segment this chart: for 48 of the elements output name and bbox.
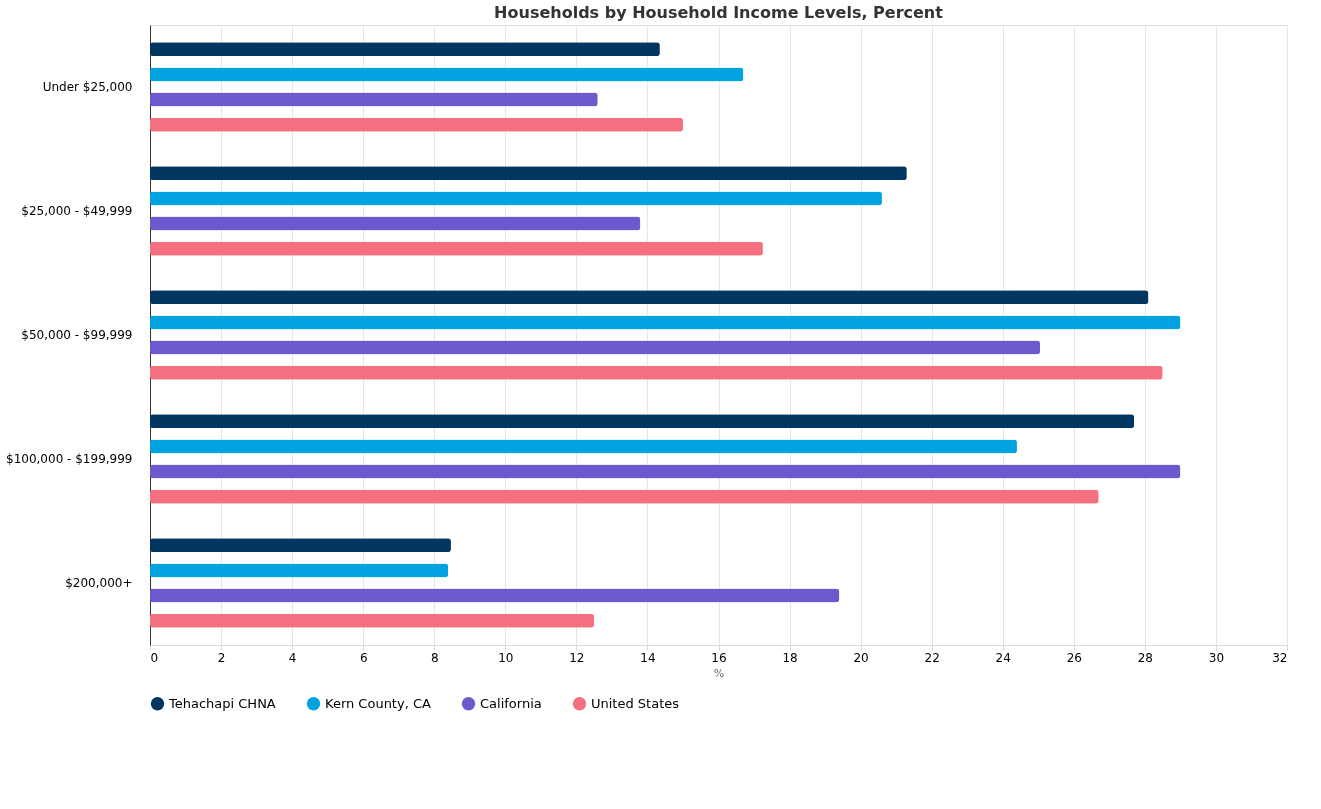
bar bbox=[150, 538, 451, 553]
bar bbox=[150, 439, 1017, 454]
y-tick-label: $100,000 - $199,999 bbox=[6, 452, 133, 466]
x-tick-label: 20 bbox=[853, 650, 869, 665]
bar bbox=[150, 216, 641, 231]
legend-label: United States bbox=[591, 695, 680, 711]
x-axis-title: % bbox=[713, 666, 725, 680]
bar bbox=[150, 563, 449, 578]
x-tick-label: 22 bbox=[924, 650, 940, 665]
x-tick-label: 12 bbox=[569, 650, 585, 665]
legend-label: Tehachapi CHNA bbox=[168, 695, 276, 711]
x-tick-label: 32 bbox=[1272, 650, 1288, 665]
bar bbox=[150, 191, 882, 206]
bar bbox=[150, 92, 598, 107]
x-tick-label: 14 bbox=[640, 650, 656, 665]
bar bbox=[150, 489, 1099, 504]
bar bbox=[150, 464, 1181, 479]
x-tick-label: 8 bbox=[430, 650, 439, 665]
bar bbox=[150, 290, 1149, 305]
x-tick-label: 4 bbox=[288, 650, 297, 665]
x-tick-label: 18 bbox=[782, 650, 798, 665]
bar bbox=[150, 166, 907, 181]
x-tick-label: 30 bbox=[1208, 650, 1225, 665]
bar bbox=[150, 365, 1163, 380]
x-tick-label: 0 bbox=[150, 650, 159, 665]
x-tick-label: 10 bbox=[498, 650, 514, 665]
x-tick-label: 28 bbox=[1137, 650, 1154, 665]
bar bbox=[150, 42, 660, 57]
x-tick-label: 24 bbox=[995, 650, 1011, 665]
x-tick-label: 16 bbox=[711, 650, 727, 665]
bar bbox=[150, 315, 1181, 330]
y-tick-label: $25,000 - $49,999 bbox=[21, 204, 133, 218]
bar bbox=[150, 588, 840, 603]
bar bbox=[150, 613, 595, 628]
x-tick-label: 2 bbox=[217, 650, 226, 665]
x-tick-label: 6 bbox=[359, 650, 368, 665]
bar bbox=[150, 117, 683, 132]
bar bbox=[150, 414, 1135, 429]
y-tick-label: $200,000+ bbox=[65, 576, 133, 590]
y-tick-label: $50,000 - $99,999 bbox=[21, 328, 133, 342]
legend-label: California bbox=[480, 695, 542, 711]
bar bbox=[150, 67, 744, 82]
legend-label: Kern County, CA bbox=[325, 695, 431, 711]
chart-title: Households by Household Income Levels, Percent bbox=[494, 3, 944, 22]
x-tick-label: 26 bbox=[1066, 650, 1082, 665]
bar bbox=[150, 241, 763, 256]
bar bbox=[150, 340, 1041, 355]
y-tick-label: Under $25,000 bbox=[42, 80, 133, 94]
